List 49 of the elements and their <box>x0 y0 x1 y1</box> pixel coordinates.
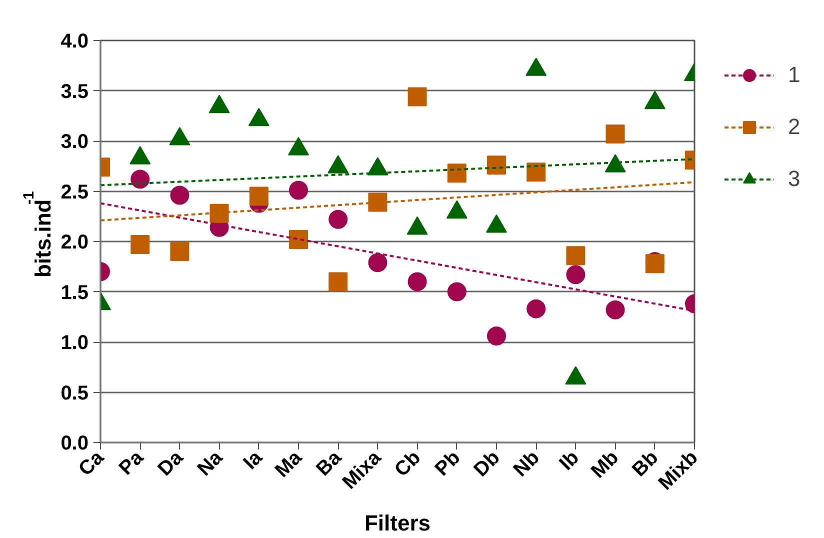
point <box>289 230 308 249</box>
x-tick-label: Na <box>193 446 228 480</box>
point <box>408 87 427 106</box>
y-tick-label: 3.0 <box>60 131 89 153</box>
x-tick-label: Pa <box>115 446 148 480</box>
x-tick-label: Da <box>154 446 188 480</box>
x-tick-label: Mb <box>587 446 624 483</box>
point <box>447 282 466 302</box>
point <box>130 170 150 189</box>
x-tick-label: Db <box>470 446 504 482</box>
point <box>328 210 348 229</box>
point <box>289 180 308 200</box>
x-tick-label: Ia <box>239 446 268 474</box>
y-tick-label: 2.5 <box>60 181 89 204</box>
y-tick-label: 1.5 <box>60 282 89 304</box>
y-tick-label: 0.0 <box>60 432 89 454</box>
point <box>368 253 388 272</box>
point <box>487 326 506 346</box>
x-tick-label: Cb <box>390 446 426 482</box>
point <box>210 204 229 223</box>
legend-label: 1 <box>788 62 802 88</box>
y-tick-label: 1.0 <box>60 332 89 354</box>
y-tick-label: 4.0 <box>60 30 89 52</box>
x-tick-label: Nb <box>509 446 544 482</box>
y-axis-title: bits.ind-1 <box>20 191 56 278</box>
legend-label: 3 <box>788 166 802 192</box>
legend-label: 2 <box>788 114 802 140</box>
point <box>566 246 586 266</box>
point <box>170 242 190 262</box>
point <box>249 186 268 206</box>
x-tick-label: Pb <box>431 446 465 480</box>
y-tick-label: 2.0 <box>60 232 89 254</box>
x-tick-label: Ib <box>555 446 584 475</box>
point <box>408 272 427 292</box>
point <box>170 186 190 205</box>
point <box>368 192 388 212</box>
point <box>566 265 586 284</box>
x-tick-label: Ma <box>271 446 307 482</box>
point <box>606 300 625 320</box>
point <box>526 299 546 318</box>
y-tick-label: 0.5 <box>60 382 89 404</box>
point <box>526 162 546 182</box>
point <box>130 235 150 254</box>
point <box>447 164 466 183</box>
point <box>328 272 348 292</box>
point <box>487 156 506 175</box>
point <box>606 124 625 144</box>
y-tick-label: 3.5 <box>60 80 89 103</box>
x-axis-title: Filters <box>364 510 431 536</box>
